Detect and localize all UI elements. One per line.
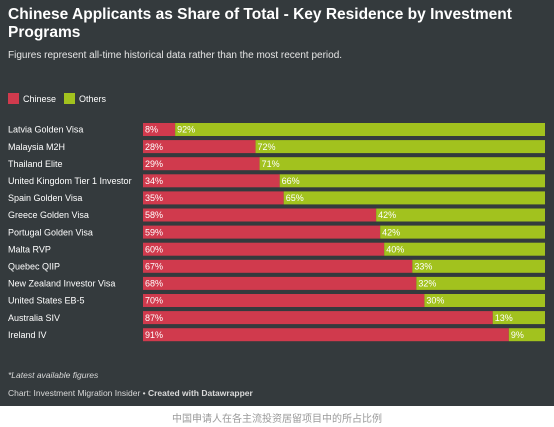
bar-others-latvia-golden-visa <box>175 123 545 136</box>
category-label-new-zealand-investor-visa: New Zealand Investor Visa <box>8 279 115 289</box>
bar-others-australia-siv <box>492 311 545 325</box>
footnote: *Latest available figures <box>8 370 99 380</box>
bar-chinese-australia-siv <box>143 311 493 325</box>
value-label-chinese-australia-siv: 87% <box>145 313 163 323</box>
bar-others-spain-golden-visa <box>283 191 545 205</box>
value-label-chinese-malaysia-m2h: 28% <box>145 142 163 152</box>
image-caption: 中国申请人在各主流投资居留项目中的所占比例 <box>172 414 382 425</box>
category-label-malta-rvp: Malta RVP <box>8 244 51 254</box>
value-label-chinese-quebec-qiip: 67% <box>145 262 163 272</box>
legend-label-chinese: Chinese <box>23 93 57 104</box>
category-label-united-states-eb-5: United States EB-5 <box>8 296 85 306</box>
bar-chinese-spain-golden-visa <box>143 191 284 205</box>
legend-swatch-chinese <box>8 93 19 104</box>
value-label-others-greece-golden-visa: 42% <box>378 210 396 220</box>
value-label-others-spain-golden-visa: 65% <box>286 193 304 203</box>
category-label-latvia-golden-visa: Latvia Golden Visa <box>8 125 83 135</box>
chart-legend: Chinese Others <box>8 93 114 104</box>
bar-chinese-greece-golden-visa <box>143 208 377 222</box>
bar-chinese-united-states-eb-5 <box>143 294 425 307</box>
bar-chinese-malaysia-m2h <box>143 140 256 154</box>
credit-source: Chart: Investment Migration Insider • <box>8 388 148 398</box>
chart-subtitle: Figures represent all-time historical da… <box>8 50 343 61</box>
chart-title: Chinese Applicants as Share of Total - K… <box>8 6 512 41</box>
credit-tool: Created with Datawrapper <box>147 388 253 398</box>
bar-chinese-ireland-iv <box>143 328 509 342</box>
bar-others-new-zealand-investor-visa <box>416 276 545 290</box>
category-label-thailand-elite: Thailand Elite <box>8 159 63 169</box>
chart-panel: Chinese Applicants as Share of Total - K… <box>0 0 554 406</box>
value-label-chinese-new-zealand-investor-visa: 68% <box>145 279 163 289</box>
legend-item-chinese: Chinese <box>8 93 56 104</box>
bar-chinese-portugal-golden-visa <box>143 225 381 239</box>
legend-item-others: Others <box>64 93 106 104</box>
bar-others-quebec-qiip <box>412 259 545 273</box>
category-label-portugal-golden-visa: Portugal Golden Visa <box>8 227 93 237</box>
value-label-chinese-united-states-eb-5: 70% <box>145 296 163 306</box>
legend-swatch-others <box>64 93 76 104</box>
value-label-chinese-ireland-iv: 91% <box>145 330 163 340</box>
value-label-others-portugal-golden-visa: 42% <box>382 227 400 237</box>
category-label-australia-siv: Australia SIV <box>8 313 60 323</box>
category-label-quebec-qiip: Quebec QIIP <box>8 262 60 272</box>
value-label-chinese-portugal-golden-visa: 59% <box>145 227 163 237</box>
value-label-chinese-latvia-golden-visa: 8% <box>145 125 158 135</box>
bar-chinese-malta-rvp <box>143 242 385 256</box>
bar-others-malta-rvp <box>384 242 545 256</box>
value-label-others-latvia-golden-visa: 92% <box>177 125 195 135</box>
value-label-others-ireland-iv: 9% <box>511 330 524 340</box>
value-label-chinese-malta-rvp: 60% <box>145 244 163 254</box>
bar-others-ireland-iv <box>508 328 545 342</box>
bar-others-malaysia-m2h <box>255 140 545 154</box>
bar-chinese-quebec-qiip <box>143 259 413 273</box>
value-label-others-thailand-elite: 71% <box>262 159 280 169</box>
value-label-others-united-states-eb-5: 30% <box>426 296 444 306</box>
category-label-spain-golden-visa: Spain Golden Visa <box>8 193 82 203</box>
bar-others-united-states-eb-5 <box>424 294 545 307</box>
chart-credit: Chart: Investment Migration Insider • Cr… <box>8 388 253 398</box>
bar-chinese-new-zealand-investor-visa <box>143 276 417 290</box>
category-label-malaysia-m2h: Malaysia M2H <box>8 142 65 152</box>
category-label-ireland-iv: Ireland IV <box>8 330 47 340</box>
legend-label-others: Others <box>79 93 107 104</box>
bar-chinese-latvia-golden-visa <box>143 123 176 136</box>
bar-others-greece-golden-visa <box>376 208 545 222</box>
stacked-bar-chart: Latvia Golden Visa 8% 92% Malaysia M2H 28% 72… <box>8 123 545 342</box>
bar-chinese-united-kingdom-tier-1-investor <box>143 174 280 188</box>
value-label-others-quebec-qiip: 33% <box>414 262 432 272</box>
value-label-others-new-zealand-investor-visa: 32% <box>418 279 436 289</box>
category-label-greece-golden-visa: Greece Golden Visa <box>8 210 89 220</box>
bar-others-united-kingdom-tier-1-investor <box>279 174 545 188</box>
value-label-chinese-united-kingdom-tier-1-investor: 34% <box>145 176 163 186</box>
bar-others-thailand-elite <box>259 157 545 171</box>
value-label-others-malaysia-m2h: 72% <box>258 142 276 152</box>
value-label-chinese-thailand-elite: 29% <box>145 159 163 169</box>
bar-chinese-thailand-elite <box>143 157 260 171</box>
value-label-others-united-kingdom-tier-1-investor: 66% <box>282 176 300 186</box>
bar-others-portugal-golden-visa <box>380 225 545 239</box>
value-label-chinese-greece-golden-visa: 58% <box>145 210 163 220</box>
value-label-chinese-spain-golden-visa: 35% <box>145 193 163 203</box>
value-label-others-australia-siv: 13% <box>495 313 513 323</box>
category-label-united-kingdom-tier-1-investor: United Kingdom Tier 1 Investor <box>8 176 132 186</box>
value-label-others-malta-rvp: 40% <box>386 244 404 254</box>
